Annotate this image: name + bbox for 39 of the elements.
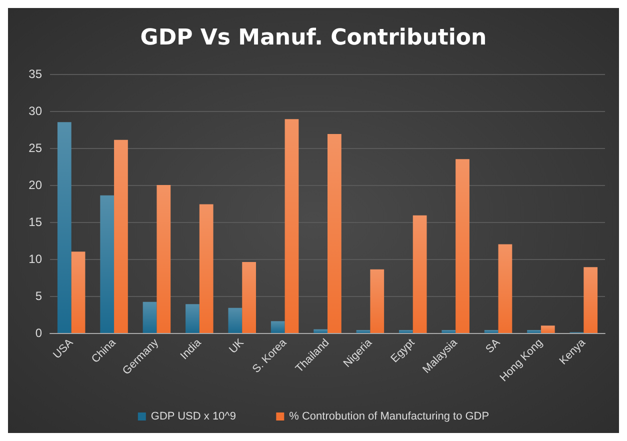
bar <box>228 308 242 333</box>
x-tick-label: SA <box>484 336 503 356</box>
bar <box>356 330 370 333</box>
x-tick-label: USA <box>51 336 76 362</box>
bar <box>242 262 256 333</box>
y-tick-label: 20 <box>28 178 42 192</box>
y-tick-label: 30 <box>28 104 42 118</box>
bar <box>186 304 200 333</box>
bar <box>199 204 214 333</box>
bar <box>399 330 413 333</box>
y-tick-label: 0 <box>35 326 42 340</box>
bar <box>442 330 456 333</box>
bar <box>484 330 498 333</box>
bar <box>498 244 512 333</box>
bar <box>584 267 598 333</box>
bar <box>527 330 541 333</box>
bar <box>412 215 427 333</box>
bar <box>370 269 384 333</box>
bar <box>114 140 128 333</box>
bar <box>314 329 328 333</box>
bar <box>71 252 86 333</box>
y-tick-label: 15 <box>28 215 42 229</box>
y-tick-label: 25 <box>28 141 42 155</box>
legend-label: GDP USD x 10^9 <box>150 410 236 422</box>
bar <box>142 302 157 333</box>
y-tick-label: 35 <box>28 67 42 81</box>
bar <box>100 195 114 333</box>
y-tick-label: 10 <box>28 252 42 266</box>
bar <box>270 321 285 333</box>
bar <box>456 159 470 333</box>
legend-label: % Controbution of Manufacturing to GDP <box>289 410 490 422</box>
bar <box>156 185 171 333</box>
y-tick-label: 5 <box>35 289 42 303</box>
bar <box>57 122 72 333</box>
chart-title: GDP Vs Manuf. Contribution <box>140 26 487 50</box>
bar <box>328 134 342 333</box>
x-tick-label: UK <box>227 336 247 356</box>
bar <box>540 326 555 333</box>
bar <box>284 119 299 333</box>
